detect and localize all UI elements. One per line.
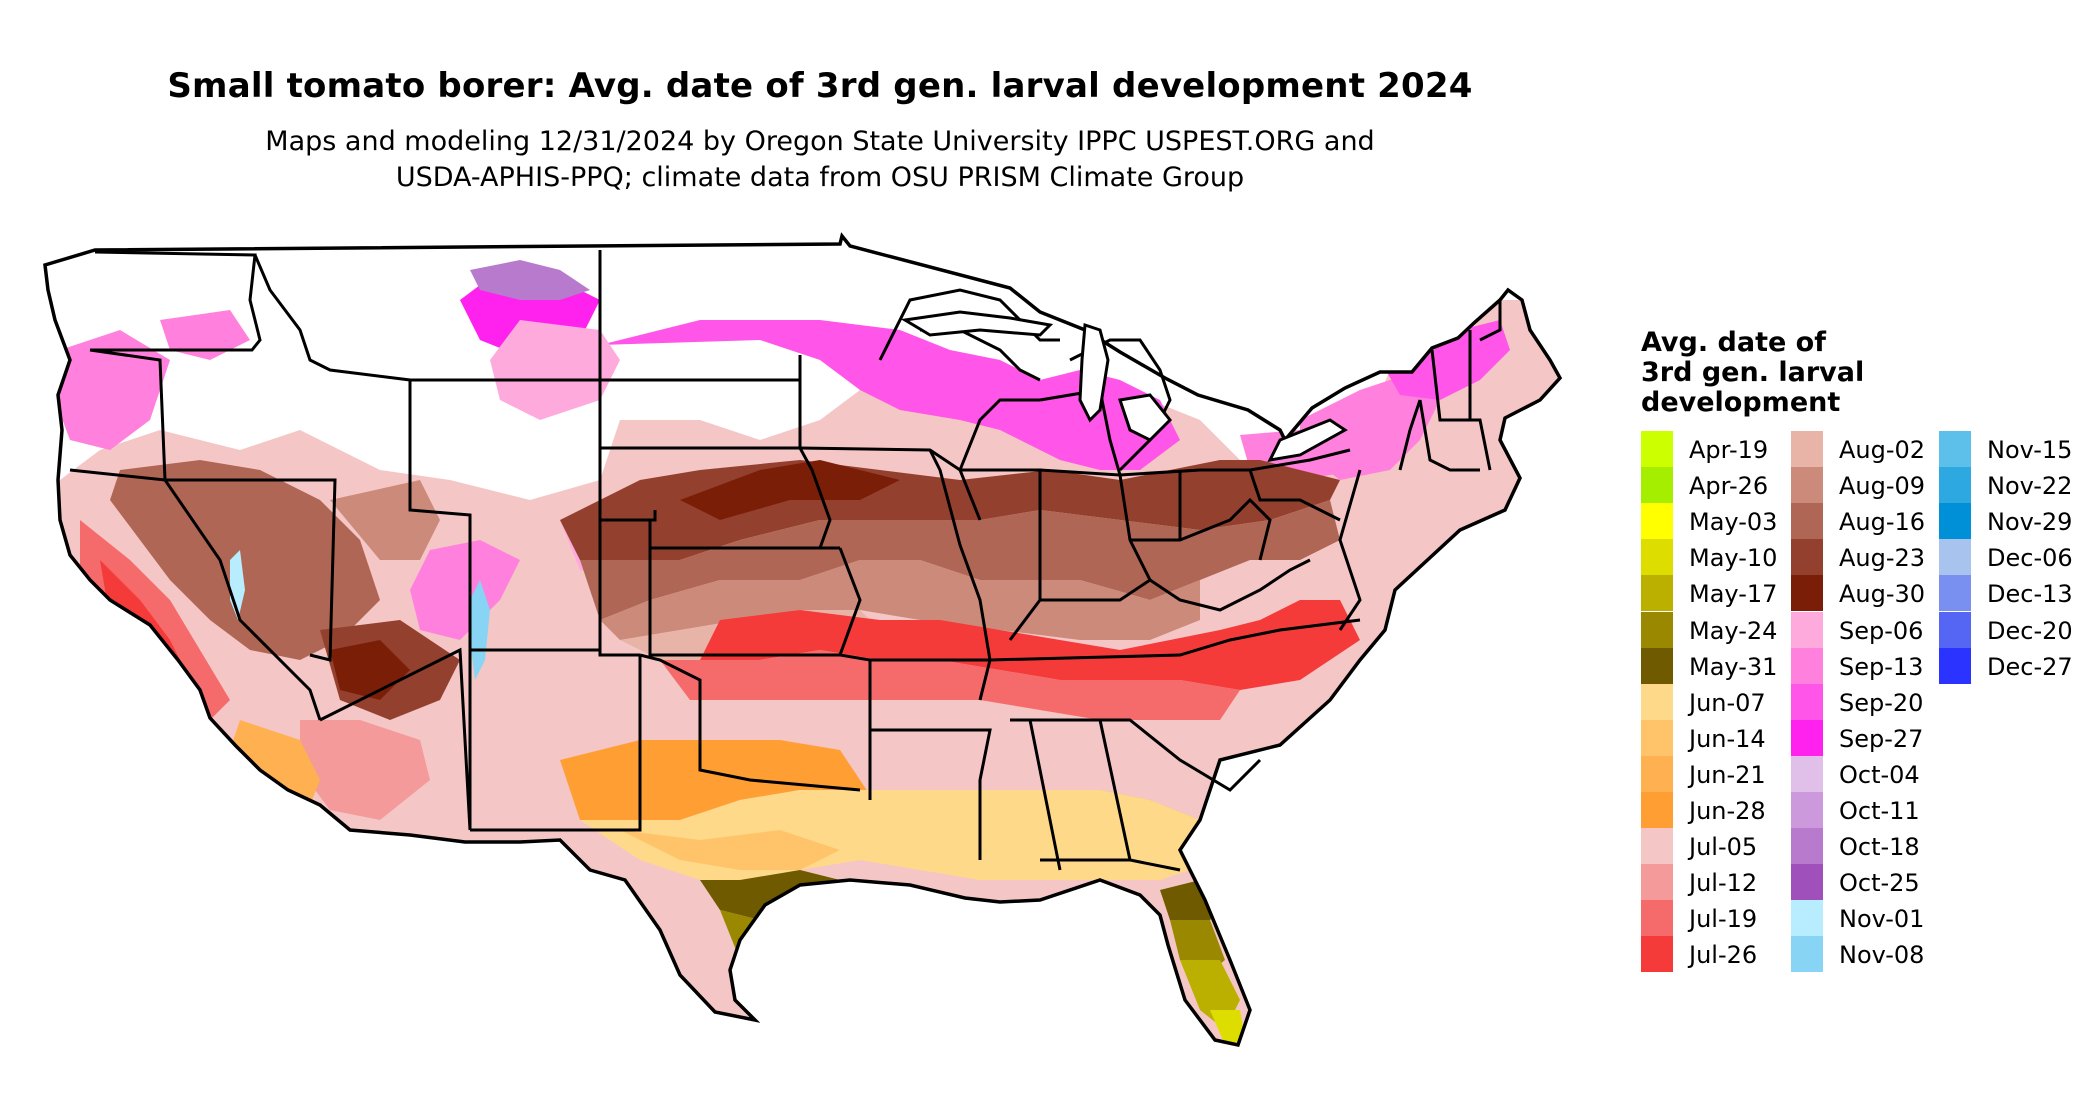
legend-swatch [1791, 575, 1823, 612]
legend-label: Dec-06 [1987, 544, 2073, 573]
legend-swatch [1791, 900, 1823, 937]
legend-swatch [1641, 611, 1673, 648]
legend-title-line: 3rd gen. larval [1641, 357, 1865, 388]
legend-swatch [1641, 900, 1673, 937]
legend-swatch [1641, 467, 1673, 504]
legend-label: Aug-09 [1839, 472, 1926, 501]
legend-label: Jun-07 [1689, 688, 1766, 717]
legend-swatch [1791, 647, 1823, 684]
legend-label: Oct-25 [1839, 869, 1920, 898]
legend-label: Jun-14 [1689, 724, 1766, 753]
legend-swatch [1791, 467, 1823, 504]
legend-swatch [1641, 755, 1673, 792]
legend-label: Jul-05 [1689, 833, 1758, 862]
legend-label: Sep-06 [1839, 616, 1924, 645]
legend-label: Aug-16 [1839, 508, 1926, 537]
legend-swatch [1791, 503, 1823, 540]
legend-label: Nov-29 [1987, 508, 2073, 537]
legend-swatch [1939, 611, 1971, 648]
legend-label: Sep-13 [1839, 652, 1924, 681]
legend-label: Oct-11 [1839, 797, 1920, 825]
legend-label: Apr-19 [1689, 436, 1769, 464]
legend-swatch [1641, 936, 1673, 973]
map-subtitle-line-1: Maps and modeling 12/31/2024 by Oregon S… [265, 126, 1375, 157]
legend-label: Sep-27 [1839, 724, 1924, 753]
legend-swatch [1641, 503, 1673, 540]
legend-swatch [1939, 467, 1971, 504]
legend-label: Oct-04 [1839, 760, 1920, 789]
legend-label: Jul-12 [1689, 869, 1758, 898]
legend-swatch [1939, 647, 1971, 684]
date-zone-layer [45, 236, 1560, 1045]
legend-label: May-17 [1689, 580, 1778, 609]
legend-swatch [1641, 575, 1673, 612]
legend-swatch [1791, 792, 1823, 828]
legend-swatch [1791, 431, 1823, 467]
legend-swatch [1791, 539, 1823, 576]
legend-swatch [1791, 755, 1823, 792]
legend-swatch [1791, 719, 1823, 756]
legend-label: Oct-18 [1839, 833, 1920, 862]
legend-swatch [1939, 539, 1971, 576]
legend-label: Jul-26 [1689, 941, 1758, 970]
legend-label: Nov-08 [1839, 941, 1925, 970]
legend-swatch [1791, 936, 1823, 973]
legend-title-line: Avg. date of [1641, 327, 1826, 358]
legend-swatch [1791, 683, 1823, 720]
legend-swatch [1791, 864, 1823, 901]
legend-swatch [1939, 575, 1971, 612]
legend-label: May-10 [1689, 544, 1778, 573]
legend-label: Jul-19 [1689, 905, 1758, 934]
legend-label: May-24 [1689, 616, 1778, 645]
legend-swatch [1641, 647, 1673, 684]
legend-label: Nov-22 [1987, 472, 2073, 501]
us-development-date-map [43, 234, 1562, 1047]
legend-swatch [1641, 539, 1673, 576]
legend-label: Jun-21 [1689, 760, 1766, 789]
legend-label: Aug-02 [1839, 436, 1926, 464]
legend-label: Aug-23 [1839, 544, 1926, 573]
legend-swatch [1641, 792, 1673, 828]
state-boundaries [43, 234, 1562, 1047]
legend-label: Jun-28 [1689, 797, 1766, 825]
legend-swatch [1641, 828, 1673, 865]
legend-swatch [1791, 828, 1823, 865]
legend-label: May-03 [1689, 508, 1778, 537]
legend-label: Nov-15 [1987, 436, 2073, 464]
legend-label: Aug-30 [1839, 580, 1926, 609]
legend-label: Dec-20 [1987, 616, 2073, 645]
legend-swatch [1791, 611, 1823, 648]
legend-swatch [1939, 431, 1971, 467]
great-lakes [900, 310, 1348, 462]
legend-title: Avg. date of 3rd gen. larval development [1641, 328, 1864, 418]
map-subtitle-line-2: USDA-APHIS-PPQ; climate data from OSU PR… [395, 162, 1245, 193]
legend-swatch [1641, 431, 1673, 467]
legend-label: May-31 [1689, 652, 1778, 681]
legend-label: Sep-20 [1839, 688, 1924, 717]
legend-label: Dec-27 [1987, 652, 2073, 681]
legend-swatch [1641, 864, 1673, 901]
legend-swatch [1641, 719, 1673, 756]
legend-swatch [1939, 503, 1971, 540]
legend-title-line: development [1641, 387, 1841, 418]
legend-label: Dec-13 [1987, 580, 2073, 609]
legend-label: Apr-26 [1689, 472, 1769, 501]
map-title: Small tomato borer: Avg. date of 3rd gen… [167, 66, 1473, 106]
legend-label: Nov-01 [1839, 905, 1925, 934]
legend-swatch [1641, 683, 1673, 720]
